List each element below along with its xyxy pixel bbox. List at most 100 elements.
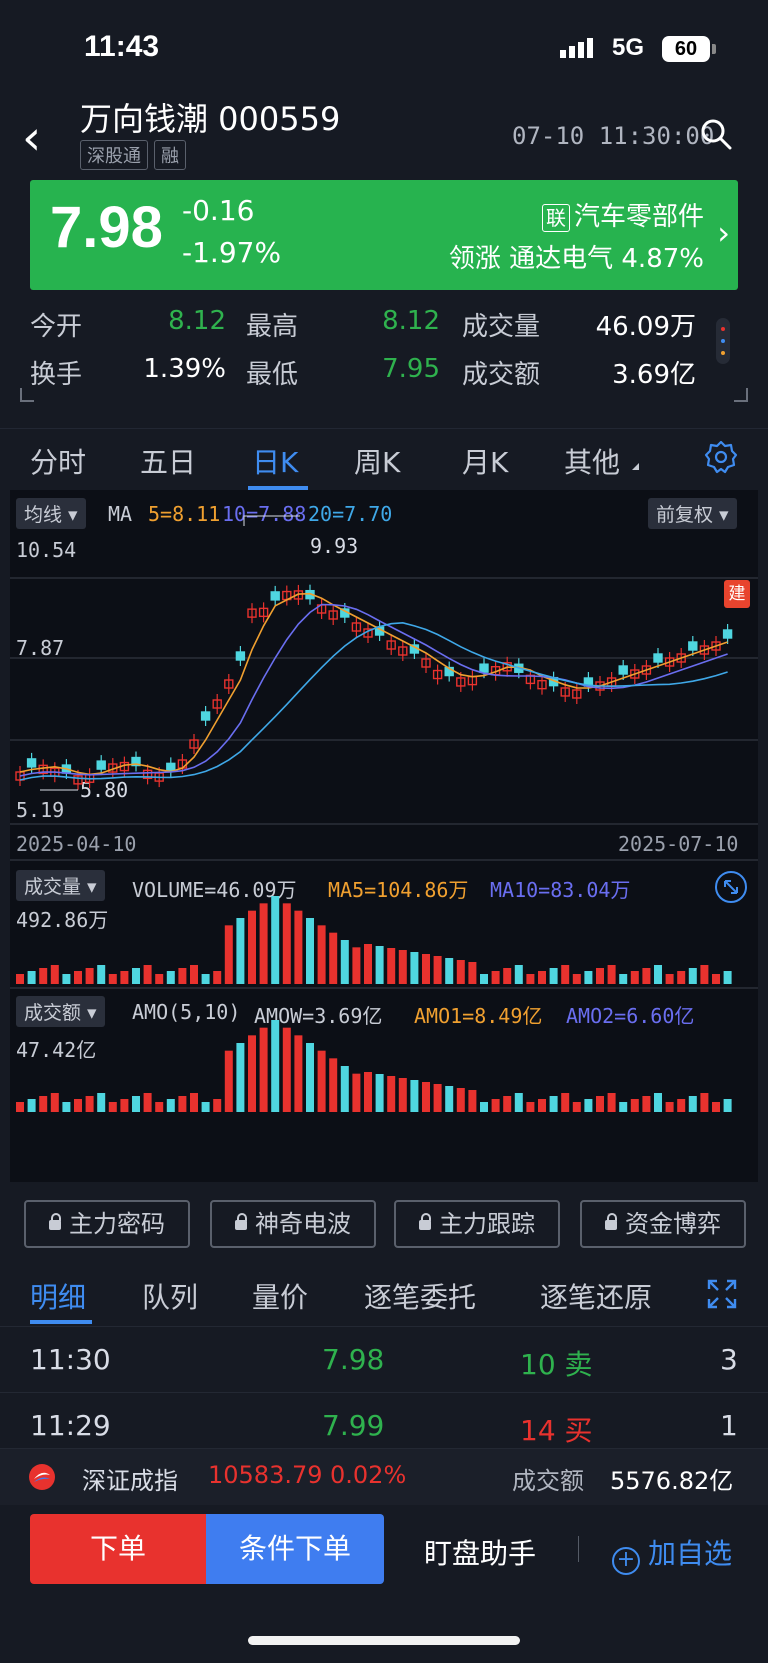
amo1-value: AMO1=8.49亿 <box>414 1004 543 1028</box>
candle <box>421 658 431 668</box>
tab-daily-k[interactable]: 日K <box>252 446 299 479</box>
amount-bar <box>387 1076 396 1112</box>
adjust-selector[interactable]: 前复权 ▾ <box>648 498 737 529</box>
sector-link[interactable]: 联汽车零部件 <box>541 196 704 233</box>
tab-intraday[interactable]: 分时 <box>30 446 87 479</box>
expand-icon[interactable] <box>714 870 748 904</box>
tab-other[interactable]: 其他 <box>564 446 621 479</box>
build-position-badge[interactable]: 建 <box>724 580 750 608</box>
high-value: 8.12 <box>382 306 440 336</box>
expand-corner-right <box>734 388 748 402</box>
volume-bar <box>503 968 512 984</box>
volume-ma5: MA5=104.86万 <box>328 878 469 902</box>
volume-bar <box>445 958 454 984</box>
amount-bar <box>607 1093 616 1112</box>
candle <box>26 758 37 768</box>
index-name: 深证成指 <box>82 1467 178 1495</box>
amount-bar <box>248 1035 256 1112</box>
index-ticker[interactable]: 深证成指 10583.79 0.02% 成交额 5576.82亿 <box>0 1448 768 1505</box>
lock-button-fund-game[interactable]: 资金博弈 <box>580 1200 746 1248</box>
ma10-value: 10=7.88 <box>222 502 307 526</box>
ma-selector[interactable]: 均线 ▾ <box>16 498 86 529</box>
lock-button-main-tracking[interactable]: 主力跟踪 <box>394 1200 560 1248</box>
expand-corner-left <box>20 388 34 402</box>
add-watchlist-button[interactable]: + 加自选 <box>612 1532 732 1575</box>
tab-monthly-k[interactable]: 月K <box>462 446 509 479</box>
lock-button-magic-wave[interactable]: 神奇电波 <box>210 1200 376 1248</box>
order-button[interactable]: 下单 <box>30 1514 206 1584</box>
plus-icon: + <box>612 1547 640 1575</box>
y-axis-top: 10.54 <box>16 538 77 562</box>
tab-tick-restore[interactable]: 逐笔还原 <box>540 1281 653 1314</box>
low-value: 7.95 <box>382 354 440 384</box>
volume-bar <box>340 940 349 984</box>
amount-bar <box>352 1073 361 1112</box>
candle <box>641 665 652 675</box>
index-amount: 5576.82亿 <box>610 1467 734 1495</box>
kline-chart[interactable]: 均线 ▾ MA 5=8.11 10=7.88 20=7.70 前复权 ▾ 10.… <box>10 490 758 1182</box>
trade-price: 7.98 <box>322 1343 385 1376</box>
candle <box>258 607 269 618</box>
candle <box>456 677 466 687</box>
amount-bar <box>166 1099 175 1112</box>
volume-bar <box>584 971 593 984</box>
volume-bar <box>526 974 535 984</box>
volume-bar <box>364 944 372 984</box>
ma20-line <box>19 621 728 781</box>
tab-order-by-order[interactable]: 逐笔委托 <box>364 1281 477 1314</box>
amount-bar <box>422 1082 430 1112</box>
volume-bar <box>468 962 477 984</box>
amount-bar <box>364 1072 372 1112</box>
stock-tags: 深股通融 <box>80 140 192 170</box>
amount-selector[interactable]: 成交额 ▾ <box>16 996 105 1027</box>
amount-bar <box>700 1093 709 1112</box>
volume-bar <box>120 971 129 984</box>
volume-bar <box>213 971 222 984</box>
candle <box>630 669 640 679</box>
ma5-value: 5=8.11 <box>148 502 221 526</box>
gear-icon[interactable] <box>704 440 738 474</box>
volume-bar <box>700 965 709 984</box>
chevron-right-icon[interactable]: › <box>717 214 730 252</box>
fullscreen-icon[interactable] <box>706 1278 738 1310</box>
amount-bar <box>62 1102 71 1112</box>
volume-bar <box>712 974 720 984</box>
more-icon[interactable] <box>716 318 730 364</box>
tab-queue[interactable]: 队列 <box>142 1281 199 1314</box>
lock-button-main-code[interactable]: 主力密码 <box>24 1200 190 1248</box>
volume-selector[interactable]: 成交量 ▾ <box>16 870 105 901</box>
volume-bar <box>619 974 628 984</box>
candle <box>212 699 222 709</box>
date-end: 2025-07-10 <box>618 832 739 856</box>
turnover-value: 1.39% <box>143 354 226 384</box>
volume-bar <box>62 974 71 984</box>
volume-bar <box>259 903 268 984</box>
volume-bar <box>39 968 48 984</box>
price-panel[interactable]: 7.98 -0.16 -1.97% 联汽车零部件 领涨 通达电气 4.87% › <box>30 180 738 290</box>
candle <box>224 679 234 689</box>
amount-bar <box>143 1093 152 1112</box>
tab-5day[interactable]: 五日 <box>140 446 197 479</box>
tab-volume-price[interactable]: 量价 <box>252 1281 309 1314</box>
amount-bar <box>642 1096 651 1112</box>
exchange-logo-icon <box>29 1464 55 1490</box>
amount-label: 成交额 <box>462 360 541 390</box>
network-type: 5G <box>612 34 645 61</box>
conditional-order-button[interactable]: 条件下单 <box>206 1514 384 1584</box>
ma20-value: 20=7.70 <box>308 502 393 526</box>
volume-bar <box>306 918 314 984</box>
volume-bar <box>27 971 36 984</box>
volume-bar <box>607 965 616 984</box>
back-icon[interactable]: ‹ <box>22 110 42 166</box>
tab-weekly-k[interactable]: 周K <box>354 446 401 479</box>
status-bar: 11:43 5G 60 <box>0 0 768 96</box>
search-icon[interactable] <box>700 118 732 150</box>
high-label: 最高 <box>246 312 299 342</box>
candle <box>688 641 698 651</box>
lead-stock: 通达电气 <box>509 244 614 274</box>
watch-assistant-button[interactable]: 盯盘助手 <box>424 1537 537 1570</box>
home-indicator <box>248 1636 520 1645</box>
tab-detail[interactable]: 明细 <box>30 1281 87 1314</box>
candle <box>711 641 721 651</box>
candle <box>200 711 211 721</box>
